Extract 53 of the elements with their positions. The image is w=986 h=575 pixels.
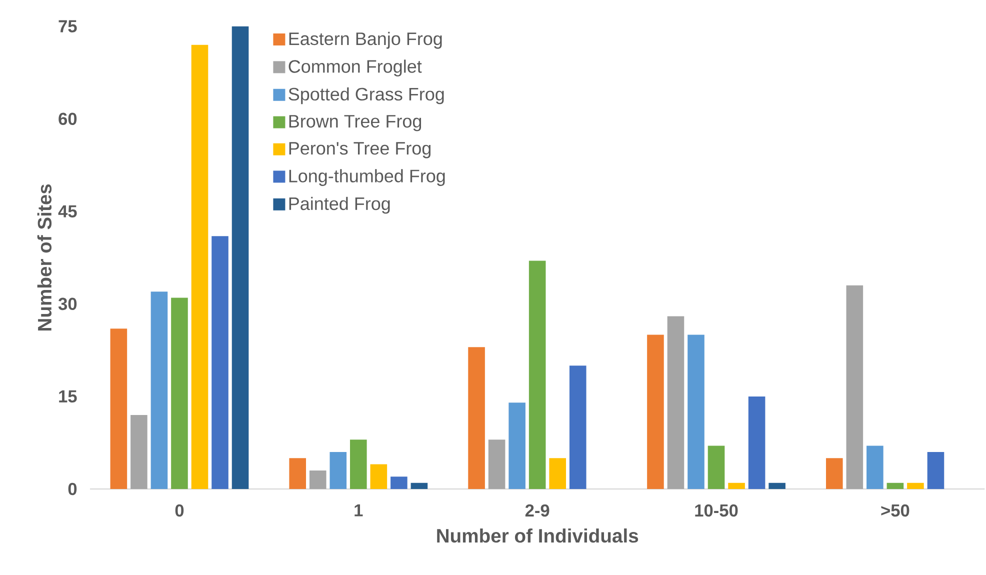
y-tick-label: 45	[58, 205, 77, 218]
bar	[508, 402, 526, 489]
bar	[370, 464, 388, 489]
legend-label: Brown Tree Frog	[289, 115, 422, 132]
bar	[330, 452, 347, 489]
bar	[846, 285, 864, 489]
legend-label: Common Froglet	[288, 60, 422, 76]
bar	[410, 482, 428, 489]
bar	[667, 316, 684, 489]
legend-label: Spotted Grass Frog	[288, 87, 444, 104]
bar	[232, 26, 249, 489]
y-tick-label: 60	[58, 112, 77, 125]
bar	[826, 458, 843, 489]
bar	[688, 334, 704, 489]
y-tick-label: 75	[58, 20, 77, 32]
bar	[309, 470, 326, 489]
bar	[748, 396, 766, 489]
bar	[191, 44, 208, 489]
x-axis-title: Number of Individuals	[437, 528, 638, 543]
x-tick-label: >50	[881, 504, 910, 517]
legend-label: Eastern Banjo Frog	[289, 32, 442, 49]
bar	[549, 458, 566, 489]
bar	[866, 446, 884, 489]
x-tick-label: 2-9	[525, 504, 550, 517]
bar	[647, 334, 664, 489]
bar	[569, 366, 586, 489]
bar	[390, 476, 408, 489]
bar	[488, 440, 506, 489]
bar	[468, 347, 485, 489]
x-tick-label: 1	[354, 504, 363, 516]
bar	[907, 482, 924, 489]
x-tick-label: 10-50	[695, 504, 738, 517]
bar	[528, 260, 546, 489]
bar	[927, 452, 944, 489]
bar	[130, 414, 148, 489]
x-tick-label: 0	[175, 504, 184, 517]
bar	[171, 298, 188, 489]
legend-label: Long-thumbed Frog	[289, 169, 445, 186]
bar	[886, 482, 904, 489]
bar	[708, 446, 725, 489]
bar	[728, 482, 745, 489]
y-tick-label: 15	[59, 390, 77, 402]
legend-label: Painted Frog	[289, 196, 390, 214]
bar	[110, 328, 128, 489]
bar	[289, 458, 306, 489]
y-tick-label: 0	[68, 482, 77, 496]
bar	[768, 482, 786, 489]
y-axis-title: Number of Sites	[37, 184, 52, 330]
bar	[212, 236, 228, 489]
bar	[150, 292, 168, 489]
y-tick-label: 30	[58, 298, 77, 310]
legend-label: Peron's Tree Frog	[289, 142, 431, 158]
bar	[350, 440, 367, 489]
